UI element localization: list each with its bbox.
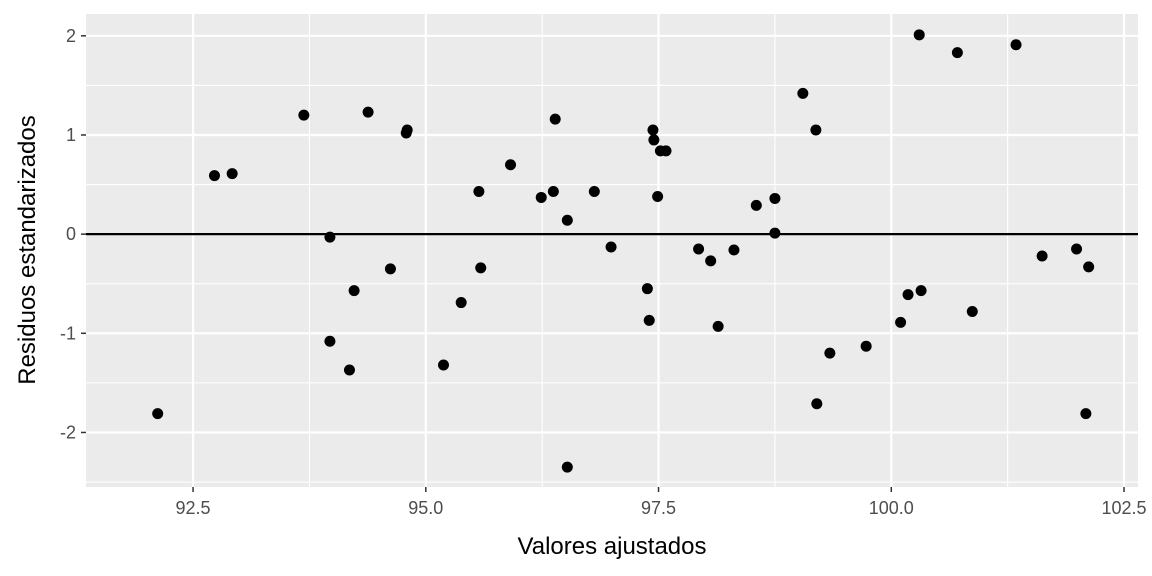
data-point	[384, 263, 396, 275]
data-point	[561, 214, 573, 226]
data-point	[505, 159, 517, 171]
data-point	[641, 283, 653, 295]
data-point	[860, 340, 872, 352]
data-point	[1036, 250, 1048, 262]
data-point	[348, 285, 360, 297]
data-point	[324, 231, 336, 243]
y-tick-label: -1	[60, 323, 76, 343]
data-point	[208, 170, 220, 182]
x-axis-ticks: 92.5 95.0 97.5 100.0 102.5	[176, 487, 1147, 518]
data-point	[966, 305, 978, 317]
y-axis-title: Residuos estandarizados	[14, 115, 41, 385]
data-point	[647, 124, 659, 136]
data-point	[547, 185, 559, 197]
data-point	[588, 185, 600, 197]
data-point	[643, 314, 655, 326]
data-point	[750, 199, 762, 211]
x-tick-label: 97.5	[641, 498, 676, 518]
data-point	[951, 47, 963, 59]
data-point	[693, 243, 705, 255]
data-point	[915, 285, 927, 297]
data-point	[913, 29, 925, 41]
x-tick-label: 102.5	[1102, 498, 1147, 518]
data-point	[797, 87, 809, 99]
y-tick-label: -2	[60, 422, 76, 442]
data-point	[324, 335, 336, 347]
data-point	[895, 316, 907, 328]
major-gridlines	[86, 14, 1138, 487]
data-point	[475, 262, 487, 274]
data-point	[1080, 408, 1092, 420]
y-axis-ticks: -2 -1 0 1 2	[60, 26, 86, 442]
data-point	[810, 124, 822, 136]
data-point	[712, 320, 724, 332]
data-point	[437, 359, 449, 371]
data-point	[902, 289, 914, 301]
minor-gridlines	[86, 14, 1138, 487]
data-point	[769, 192, 781, 204]
y-tick-label: 2	[66, 26, 76, 46]
data-point	[362, 106, 374, 118]
data-point	[728, 244, 740, 256]
x-tick-label: 95.0	[408, 498, 443, 518]
data-point	[549, 113, 561, 125]
data-point	[455, 297, 467, 309]
data-point	[648, 134, 660, 146]
data-point	[226, 168, 238, 180]
x-tick-label: 92.5	[176, 498, 211, 518]
data-point	[769, 227, 781, 239]
y-tick-label: 1	[66, 125, 76, 145]
data-point	[298, 109, 310, 121]
data-point	[652, 190, 664, 202]
data-point	[660, 145, 672, 157]
data-point	[811, 398, 823, 410]
data-point	[1010, 39, 1022, 51]
data-point	[343, 364, 355, 376]
data-point	[561, 461, 573, 473]
data-point	[824, 347, 836, 359]
data-point	[473, 185, 485, 197]
x-axis-title: Valores ajustados	[518, 533, 707, 560]
data-point	[1071, 243, 1083, 255]
data-points	[152, 29, 1095, 473]
y-tick-label: 0	[66, 224, 76, 244]
data-point	[535, 191, 547, 203]
data-point	[152, 408, 164, 420]
x-tick-label: 100.0	[869, 498, 914, 518]
data-point	[705, 255, 717, 267]
data-point	[1083, 261, 1095, 273]
data-point	[401, 124, 413, 136]
data-point	[605, 241, 617, 253]
